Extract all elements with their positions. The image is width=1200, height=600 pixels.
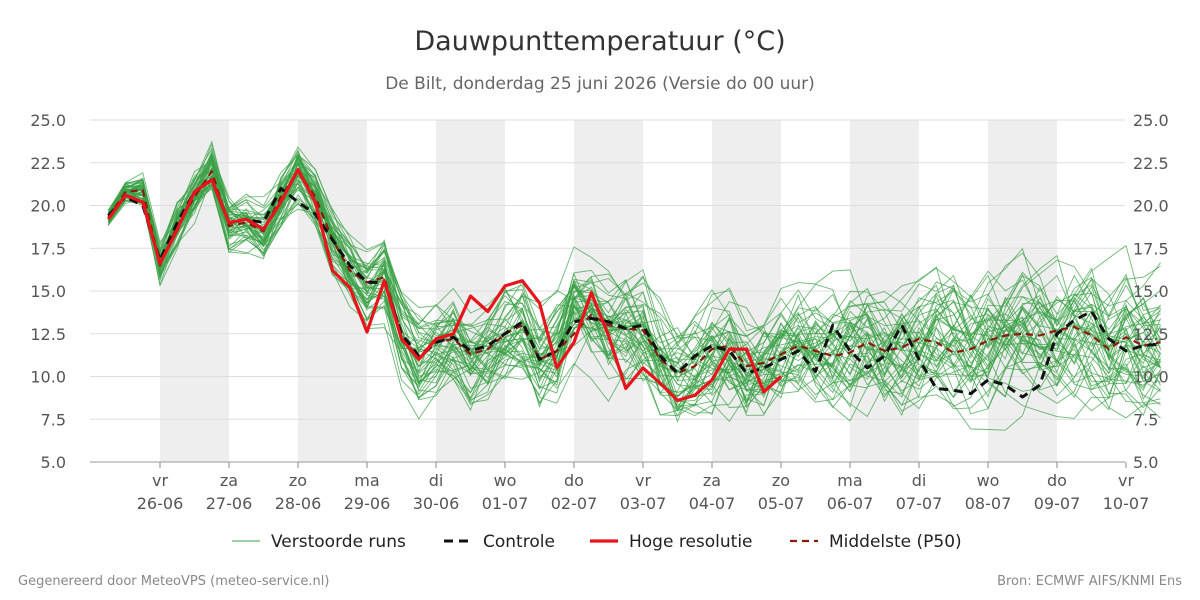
y-tick-label: 25.0 xyxy=(1133,111,1169,130)
y-tick-label: 12.5 xyxy=(30,325,66,344)
ensemble-member-line xyxy=(107,154,1161,384)
y-tick-label: 20.0 xyxy=(1133,197,1169,216)
x-tick-day: zo xyxy=(289,471,307,490)
x-tick-day: zo xyxy=(772,471,790,490)
legend-label: Middelste (P50) xyxy=(829,532,962,552)
ensemble-member-line xyxy=(107,164,1161,394)
y-tick-label: 10.0 xyxy=(1133,368,1169,387)
x-tick-day: vr xyxy=(1118,471,1134,490)
y-tick-label: 10.0 xyxy=(30,368,66,387)
ensemble-member-line xyxy=(107,158,1161,388)
x-axis: vr 26-06 za 27-06 zo 28-06 ma 29-06 di 30-06 wo 01-… xyxy=(137,462,1150,513)
forecast-lines xyxy=(106,168,1161,402)
x-tick-date: 07-07 xyxy=(896,494,943,513)
x-tick-day: do xyxy=(1047,471,1067,490)
y-tick-label: 25.0 xyxy=(30,111,66,130)
x-tick-day: za xyxy=(703,471,721,490)
legend-label: Hoge resolutie xyxy=(629,532,753,552)
ensemble-member-line xyxy=(107,156,1161,404)
legend-label: Controle xyxy=(483,532,555,552)
y-tick-label: 17.5 xyxy=(1133,239,1169,258)
ensemble-member-line xyxy=(107,157,1161,375)
x-tick-date: 03-07 xyxy=(620,494,667,513)
x-tick-date: 30-06 xyxy=(413,494,460,513)
x-tick-date: 06-07 xyxy=(827,494,874,513)
footer-generator: Gegenereerd door MeteoVPS (meteo-service… xyxy=(18,574,329,589)
x-tick-day: vr xyxy=(635,471,651,490)
y-tick-label: 17.5 xyxy=(30,239,66,258)
y-tick-label: 20.0 xyxy=(30,197,66,216)
ensemble-member-line xyxy=(107,177,1161,407)
x-tick-date: 04-07 xyxy=(689,494,736,513)
y-tick-label: 5.0 xyxy=(41,453,66,472)
x-tick-date: 10-07 xyxy=(1103,494,1150,513)
x-tick-day: ma xyxy=(354,471,379,490)
x-tick-day: di xyxy=(429,471,444,490)
series-line-middelste-p50 xyxy=(107,170,1161,375)
y-tick-label: 22.5 xyxy=(30,154,66,173)
legend: Verstoorde runs Controle Hoge resolutie Mid… xyxy=(232,532,962,552)
x-tick-date: 28-06 xyxy=(275,494,322,513)
series-line-controle xyxy=(107,178,1161,399)
chart-title: Dauwpunttemperatuur (°C) xyxy=(414,26,785,57)
x-tick-date: 29-06 xyxy=(344,494,391,513)
y-tick-label: 15.0 xyxy=(30,282,66,301)
x-tick-date: 26-06 xyxy=(137,494,184,513)
ensemble-member-line xyxy=(107,149,1161,408)
ensemble-member-line xyxy=(107,173,1161,419)
ensemble-member-line xyxy=(107,149,1161,397)
x-tick-day: wo xyxy=(977,471,1000,490)
x-tick-day: vr xyxy=(152,471,168,490)
x-tick-date: 02-07 xyxy=(551,494,598,513)
y-tick-label: 7.5 xyxy=(41,410,66,429)
x-tick-date: 05-07 xyxy=(758,494,805,513)
y-tick-label: 12.5 xyxy=(1133,325,1169,344)
chart-subtitle: De Bilt, donderdag 25 juni 2026 (Versie … xyxy=(385,74,815,94)
x-tick-day: wo xyxy=(494,471,517,490)
footer-source: Bron: ECMWF AIFS/KNMI Ens xyxy=(997,574,1182,589)
y-axis-right: 5.0 7.5 10.0 12.5 15.0 17.5 20.0 22.5 25.0 xyxy=(1133,111,1169,472)
x-tick-day: do xyxy=(564,471,584,490)
x-tick-day: di xyxy=(912,471,927,490)
x-tick-date: 27-06 xyxy=(206,494,253,513)
x-tick-day: ma xyxy=(837,471,862,490)
legend-label: Verstoorde runs xyxy=(271,532,406,552)
x-tick-day: za xyxy=(220,471,238,490)
y-axis-left: 5.0 7.5 10.0 12.5 15.0 17.5 20.0 22.5 25.0 xyxy=(30,111,66,472)
ensemble-member-line xyxy=(107,159,1161,389)
y-tick-label: 22.5 xyxy=(1133,154,1169,173)
x-tick-date: 08-07 xyxy=(965,494,1012,513)
ensemble-member-line xyxy=(107,158,1161,409)
x-tick-date: 09-07 xyxy=(1034,494,1081,513)
ensemble-member-line xyxy=(107,157,1161,399)
x-tick-date: 01-07 xyxy=(482,494,529,513)
ensemble-member-line xyxy=(107,186,1161,396)
series-line-hoge-resolutie xyxy=(106,168,783,402)
y-tick-label: 7.5 xyxy=(1133,410,1158,429)
y-tick-label: 15.0 xyxy=(1133,282,1169,301)
y-tick-label: 5.0 xyxy=(1133,453,1158,472)
